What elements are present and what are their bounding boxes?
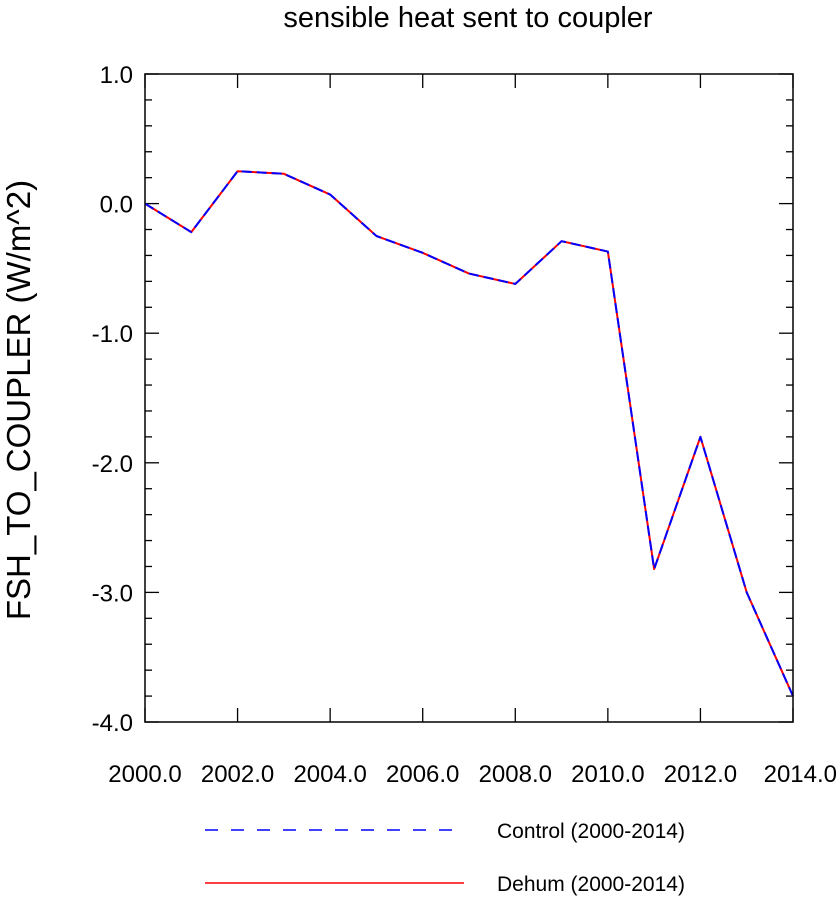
y-tick-label: -1.0: [92, 321, 133, 348]
x-tick-label: 2014.0: [764, 761, 837, 788]
x-tick-label: 2004.0: [293, 761, 366, 788]
legend-label-dehum: Dehum (2000-2014): [497, 873, 685, 896]
y-axis-label: FSH_TO_COUPLER (W/m^2): [0, 180, 37, 620]
x-tick-label: 2006.0: [386, 761, 459, 788]
x-tick-label: 2000.0: [108, 761, 181, 788]
x-tick-labels: 2000.0 2002.0 2004.0 2006.0 2008.0 2010.0 2012…: [108, 761, 837, 788]
x-tick-label: 2012.0: [664, 761, 737, 788]
plot-frame: [144, 73, 794, 723]
series-lines: [144, 170, 794, 697]
y-tick-label: -2.0: [92, 451, 133, 478]
legend-label-control: Control (2000-2014): [497, 820, 685, 843]
series-line-control: [144, 170, 794, 697]
x-tick-label: 2010.0: [571, 761, 644, 788]
legend: Control (2000-2014) Dehum (2000-2014): [205, 820, 685, 896]
y-tick-label: 0.0: [100, 192, 133, 219]
y-tick-label: -4.0: [92, 710, 133, 737]
x-tick-label: 2002.0: [201, 761, 274, 788]
y-tick-labels: 1.0 0.0 -1.0 -2.0 -3.0 -4.0: [92, 62, 133, 737]
series-line-dehum: [144, 170, 794, 697]
chart-title: sensible heat sent to coupler: [283, 2, 653, 34]
y-tick-label: 1.0: [100, 62, 133, 89]
y-tick-label: -3.0: [92, 580, 133, 607]
x-tick-label: 2008.0: [479, 761, 552, 788]
